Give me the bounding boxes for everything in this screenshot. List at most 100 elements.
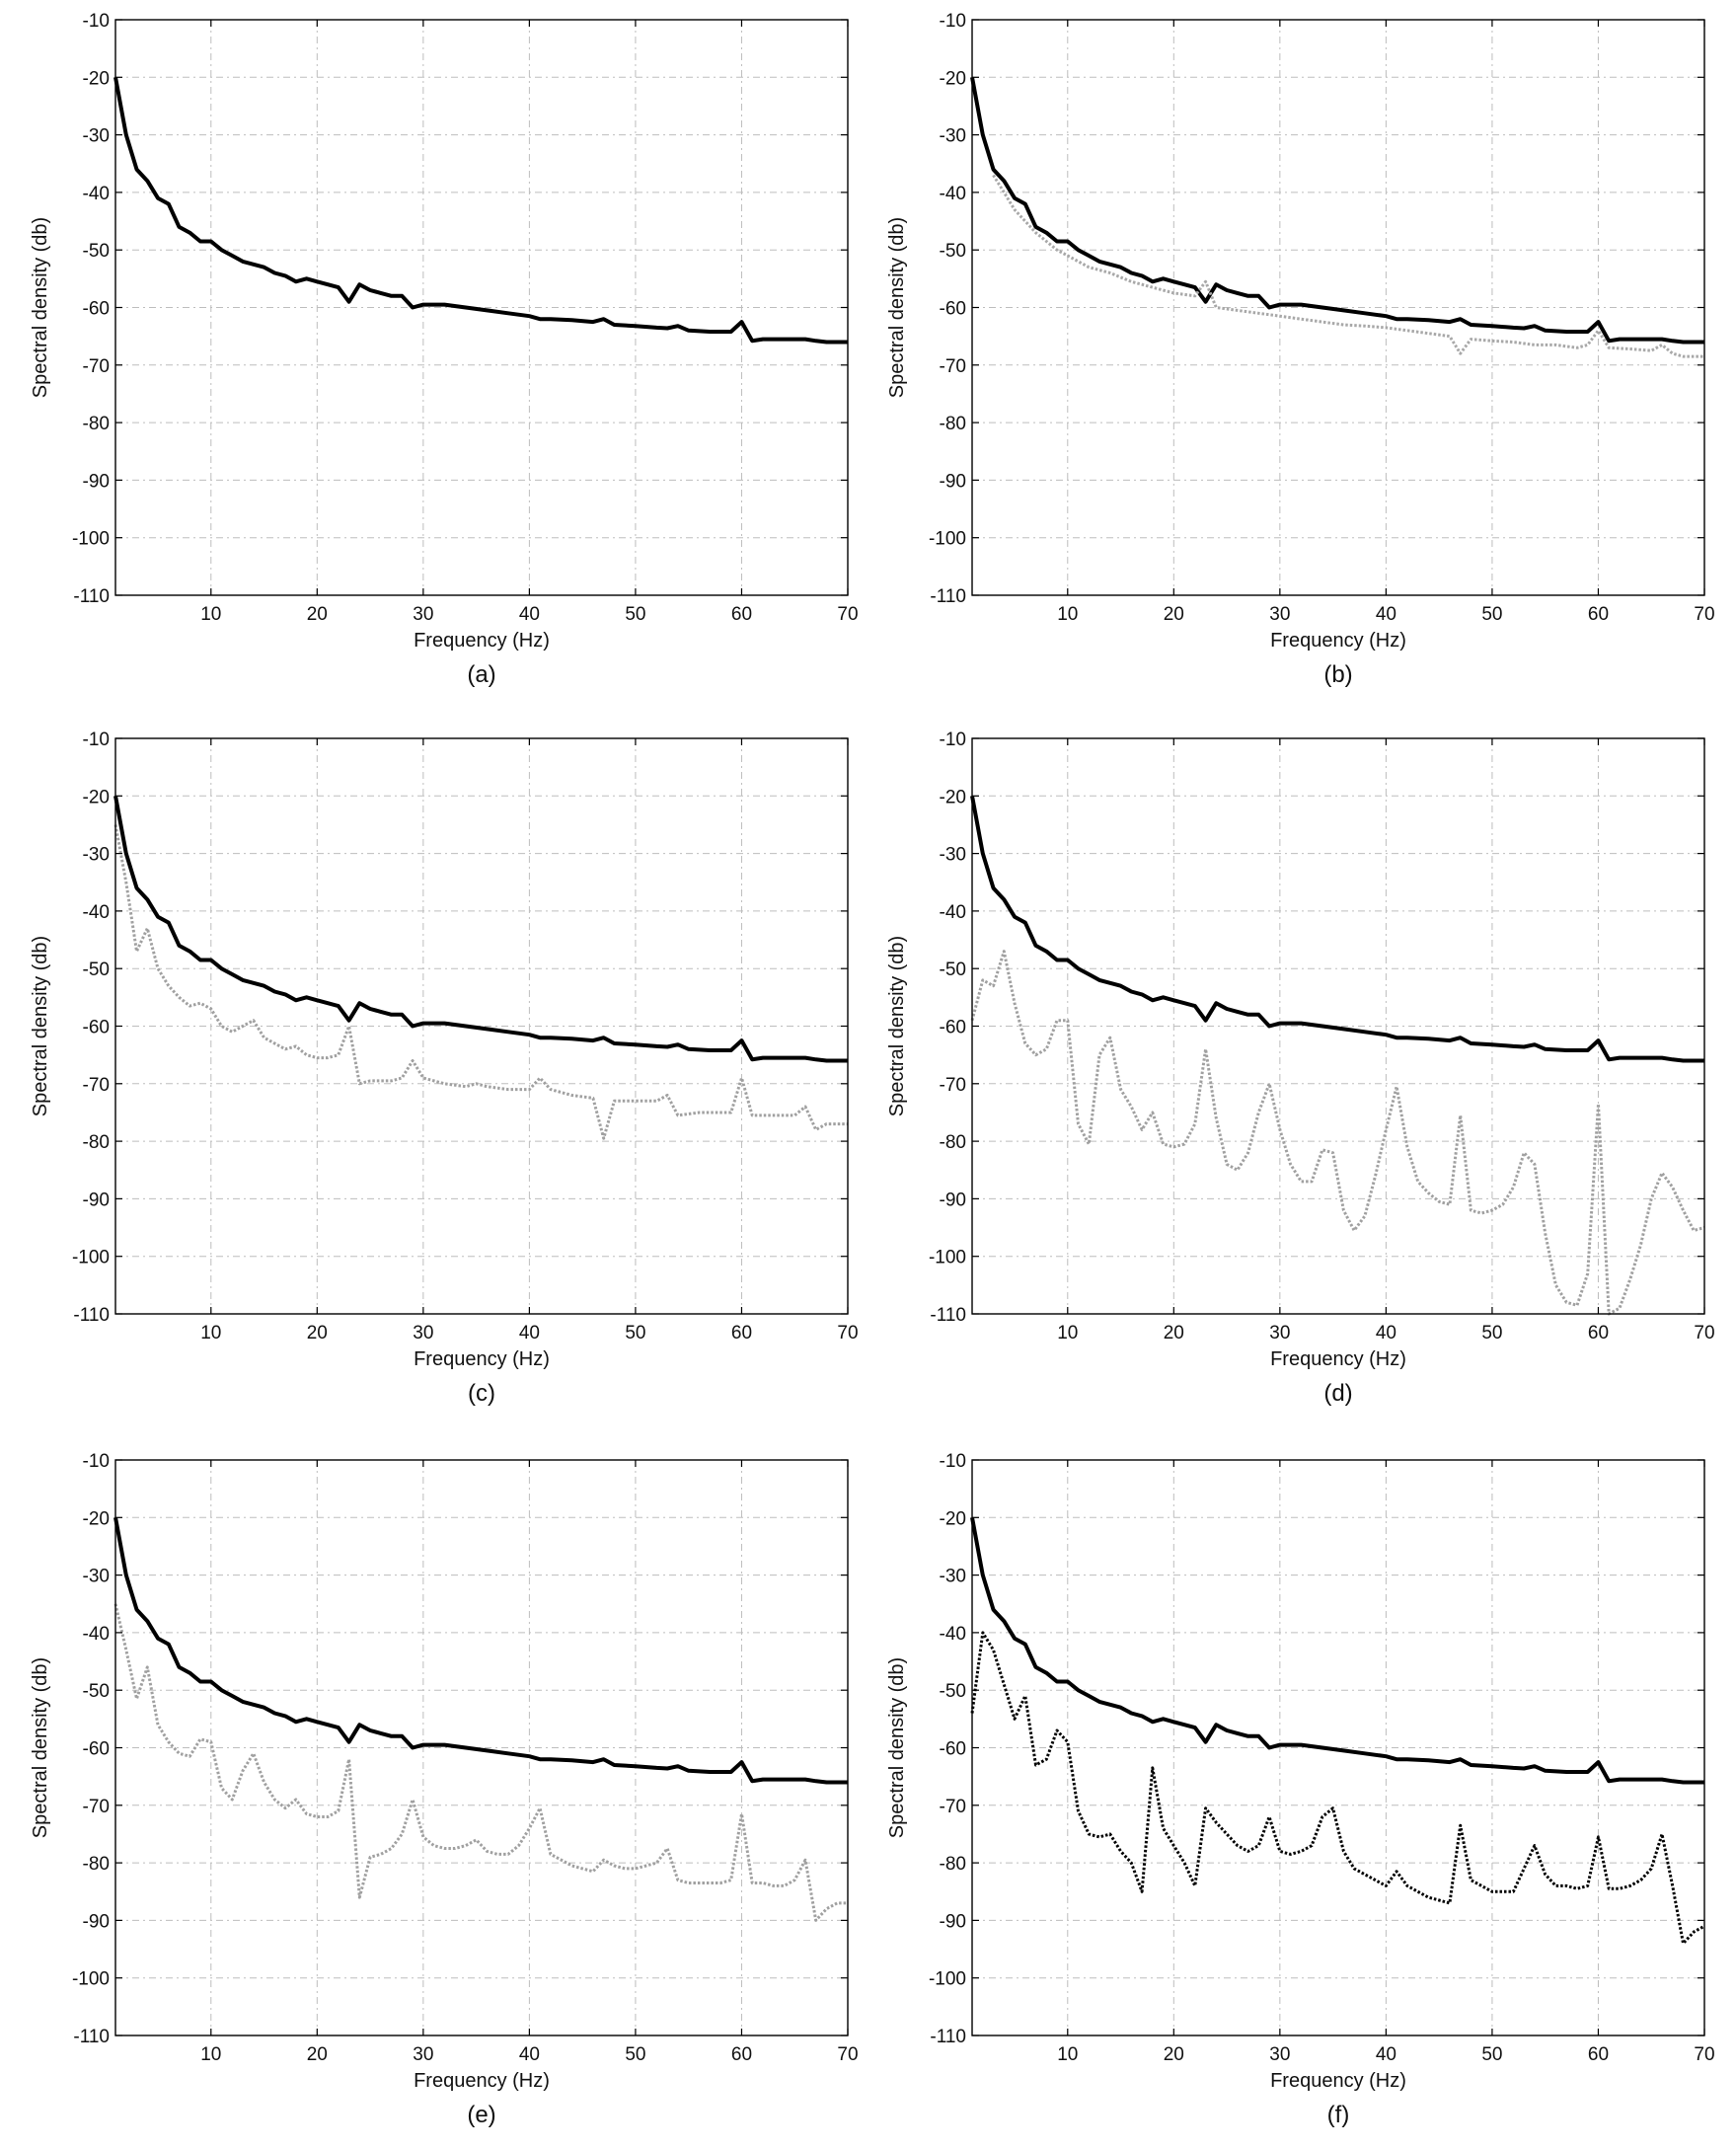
chart-0-xtick-label-3: 40 [519, 604, 540, 625]
chart-4-ytick-label-1: -20 [83, 1508, 110, 1529]
chart-3-series-1 [970, 950, 1705, 1316]
chart-0-xtick-label-6: 70 [837, 604, 858, 625]
chart-2-ytick-label-10: -110 [73, 1305, 110, 1326]
chart-1-xtick-label-2: 30 [1269, 604, 1290, 625]
chart-5-ytick-label-3: -40 [940, 1624, 966, 1645]
chart-0-ytick-label-4: -50 [83, 241, 110, 262]
chart-4-ytick-label-7: -80 [83, 1854, 110, 1875]
chart-3-ytick-label-9: -100 [929, 1248, 966, 1268]
chart-2-ytick-label-8: -90 [83, 1190, 110, 1210]
chart-4-xtick-label-3: 40 [519, 2044, 540, 2065]
chart-4: 10 20 30 40 50 60 70 -10 -20 -30 -40 -50 -60 -70 -80 -9… [30, 1451, 859, 2128]
chart-1-xtick-label-6: 70 [1694, 604, 1714, 625]
chart-4-series-1 [113, 1603, 848, 1922]
chart-4-ytick-label-3: -40 [83, 1624, 110, 1645]
chart-4-ytick-label-10: -110 [73, 2027, 110, 2047]
chart-2-ylabel: Spectral density (db) [30, 936, 51, 1116]
chart-0: 10 20 30 40 50 60 70 -10 -20 -30 -40 -50 -60 -70 -80 -9… [30, 11, 859, 688]
chart-3-ytick-label-7: -80 [940, 1132, 966, 1153]
chart-1-xtick-label-1: 20 [1164, 604, 1184, 625]
chart-3: 10 20 30 40 50 60 70 -10 -20 -30 -40 -50 -60 -70 -80 -9… [886, 729, 1715, 1407]
chart-1-ytick-label-0: -10 [940, 11, 966, 32]
chart-1-xtick-label-4: 50 [1481, 604, 1502, 625]
chart-5-ytick-label-5: -60 [940, 1739, 966, 1760]
chart-2-ytick-label-9: -100 [72, 1248, 110, 1268]
chart-0-ytick-label-8: -90 [83, 471, 110, 492]
chart-2: 10 20 30 40 50 60 70 -10 -20 -30 -40 -50 -60 -70 -80 -9… [30, 729, 859, 1407]
chart-2-ytick-label-4: -50 [83, 960, 110, 980]
chart-3-xtick-label-6: 70 [1694, 1323, 1714, 1344]
chart-0-xtick-label-2: 30 [413, 604, 433, 625]
chart-3-xtick-label-3: 40 [1376, 1323, 1396, 1344]
chart-0-xtick-label-4: 50 [625, 604, 645, 625]
chart-1-ytick-label-10: -110 [930, 586, 966, 607]
chart-0-ylabel: Spectral density (db) [30, 217, 51, 398]
chart-5-ytick-label-8: -90 [940, 1911, 966, 1932]
chart-2-xtick-label-5: 60 [731, 1323, 752, 1344]
chart-2-xtick-label-2: 30 [413, 1323, 433, 1344]
chart-5-xtick-label-4: 50 [1481, 2044, 1502, 2065]
chart-2-ytick-label-3: -40 [83, 902, 110, 923]
chart-1-ytick-label-4: -50 [940, 241, 966, 262]
chart-3-ytick-label-1: -20 [940, 787, 966, 807]
chart-0-ytick-label-3: -40 [83, 184, 110, 204]
chart-3-ylabel: Spectral density (db) [886, 936, 908, 1116]
chart-4-ytick-label-5: -60 [83, 1739, 110, 1760]
chart-0-ytick-label-9: -100 [72, 529, 110, 550]
chart-2-ytick-label-6: -70 [83, 1075, 110, 1096]
chart-3-xlabel: Frequency (Hz) [1270, 1348, 1406, 1370]
chart-5-ytick-label-1: -20 [940, 1508, 966, 1529]
chart-3-xtick-label-0: 10 [1057, 1323, 1078, 1344]
chart-2-series-0 [113, 795, 848, 1063]
chart-4-ytick-label-8: -90 [83, 1911, 110, 1932]
chart-1-series-1 [992, 174, 1704, 358]
chart-2-xtick-label-4: 50 [625, 1323, 645, 1344]
chart-0-series-0 [113, 76, 848, 345]
chart-2-xtick-label-6: 70 [837, 1323, 858, 1344]
chart-2-ytick-label-7: -80 [83, 1132, 110, 1153]
chart-1-series-0 [970, 76, 1704, 345]
chart-2-ytick-label-1: -20 [83, 787, 110, 807]
chart-4-caption: (e) [467, 2102, 495, 2128]
chart-4-xtick-label-4: 50 [625, 2044, 645, 2065]
chart-2-ytick-label-0: -10 [83, 729, 110, 750]
chart-4-xtick-label-1: 20 [307, 2044, 328, 2065]
chart-5: 10 20 30 40 50 60 70 -10 -20 -30 -40 -50 -60 -70 -80 -9… [886, 1451, 1715, 2128]
chart-4-ytick-label-9: -100 [72, 1969, 110, 1990]
chart-5-ytick-label-10: -110 [930, 2027, 966, 2047]
chart-1-xtick-label-0: 10 [1057, 604, 1078, 625]
chart-5-ytick-label-9: -100 [929, 1969, 966, 1990]
chart-2-xtick-label-3: 40 [519, 1323, 540, 1344]
chart-1-ytick-label-8: -90 [940, 471, 966, 492]
chart-3-ytick-label-0: -10 [940, 729, 966, 750]
chart-4-xtick-label-0: 10 [200, 2044, 221, 2065]
chart-3-ytick-label-8: -90 [940, 1190, 966, 1210]
chart-3-ytick-label-10: -110 [930, 1305, 966, 1326]
chart-5-ytick-label-2: -30 [940, 1567, 966, 1587]
chart-3-ytick-label-4: -50 [940, 960, 966, 980]
chart-2-ytick-label-2: -30 [83, 845, 110, 866]
chart-5-xtick-label-0: 10 [1057, 2044, 1078, 2065]
chart-0-xtick-label-0: 10 [200, 604, 221, 625]
chart-5-caption: (f) [1327, 2102, 1350, 2128]
chart-3-series-0 [970, 795, 1704, 1063]
chart-0-xlabel: Frequency (Hz) [414, 630, 550, 652]
chart-5-ytick-label-4: -50 [940, 1681, 966, 1702]
chart-1-ytick-label-7: -80 [940, 414, 966, 434]
chart-5-ylabel: Spectral density (db) [886, 1657, 908, 1838]
chart-4-series-0 [113, 1516, 848, 1785]
chart-0-ytick-label-6: -70 [83, 356, 110, 377]
chart-0-ytick-label-1: -20 [83, 68, 110, 89]
chart-4-ytick-label-4: -50 [83, 1681, 110, 1702]
chart-0-ytick-label-7: -80 [83, 414, 110, 434]
chart-3-xtick-label-2: 30 [1269, 1323, 1290, 1344]
chart-0-ytick-label-0: -10 [83, 11, 110, 32]
chart-1-caption: (b) [1323, 661, 1352, 688]
chart-2-xtick-label-0: 10 [200, 1323, 221, 1344]
chart-5-ytick-label-0: -10 [940, 1451, 966, 1472]
chart-1-ylabel: Spectral density (db) [886, 217, 908, 398]
chart-1-ytick-label-5: -60 [940, 299, 966, 320]
chart-2-caption: (c) [468, 1380, 495, 1407]
chart-5-xtick-label-1: 20 [1164, 2044, 1184, 2065]
